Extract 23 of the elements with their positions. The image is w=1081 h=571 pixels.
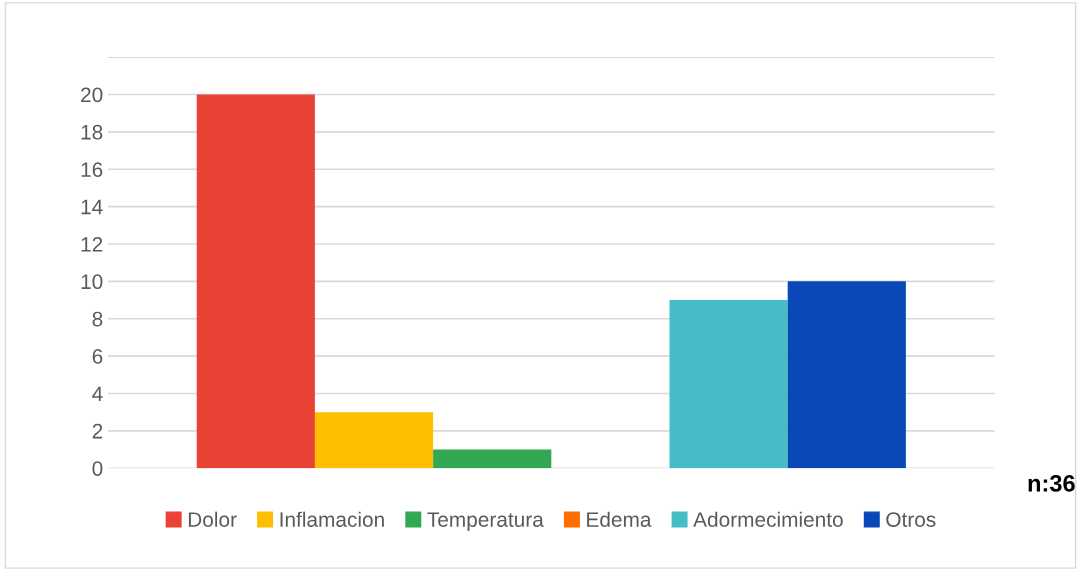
bar bbox=[433, 449, 552, 469]
bar bbox=[314, 412, 434, 469]
y-tick-label: 4 bbox=[92, 386, 103, 402]
y-tick-label: 0 bbox=[92, 461, 103, 476]
y-tick-label: 20 bbox=[81, 87, 103, 103]
bar bbox=[196, 94, 315, 469]
bar bbox=[787, 281, 906, 469]
y-tick-label: 2 bbox=[92, 423, 103, 439]
text: n:36 bbox=[1028, 474, 1075, 492]
legend-label: Otros bbox=[886, 512, 936, 527]
y-tick-label: 14 bbox=[81, 199, 103, 215]
legend-label: Adormecimiento bbox=[693, 511, 843, 527]
y-tick-label: 8 bbox=[92, 311, 103, 327]
y-tick-label: 12 bbox=[81, 236, 103, 252]
y-tick-label: 16 bbox=[81, 162, 103, 177]
legend-label: Edema bbox=[587, 511, 652, 527]
legend-label: Dolor bbox=[188, 511, 237, 527]
y-tick-label: 10 bbox=[81, 274, 103, 290]
y-tick-label: 18 bbox=[81, 124, 103, 140]
legend-label: Temperatura bbox=[427, 512, 544, 532]
legend-label: Inflamacion bbox=[280, 511, 384, 527]
y-tick-label: 6 bbox=[92, 349, 103, 364]
bar bbox=[669, 300, 788, 469]
